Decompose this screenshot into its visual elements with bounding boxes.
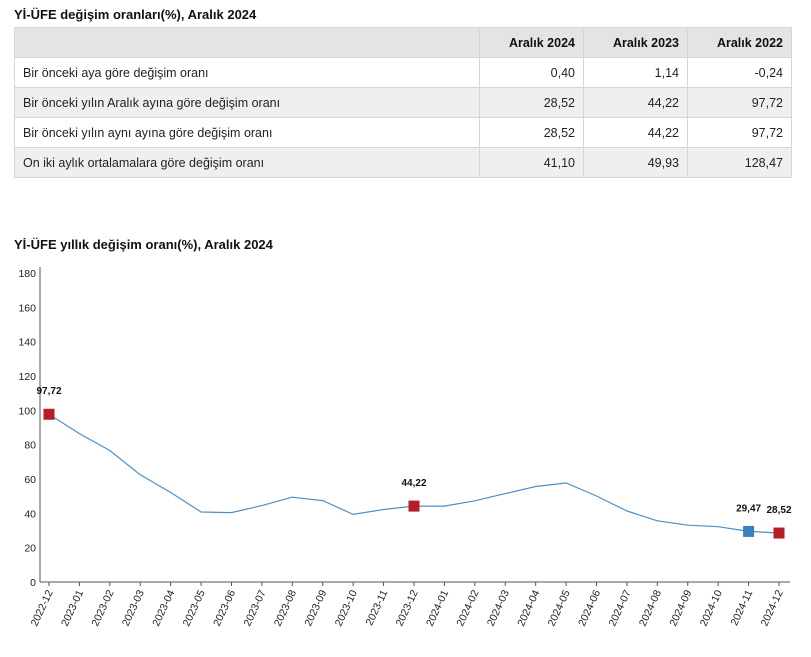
x-tick-label: 2022-12	[29, 588, 56, 628]
markers: 97,72 44,22 29,47 28,52	[36, 386, 792, 539]
table-row: On iki aylık ortalamalara göre değişim o…	[14, 147, 792, 178]
x-tick-label: 2023-04	[150, 588, 177, 628]
y-tick-label: 140	[18, 337, 36, 349]
x-tick-label: 2024-07	[606, 588, 633, 628]
row-label: Bir önceki yılın aynı ayına göre değişim…	[14, 117, 480, 148]
x-tick-label: 2024-01	[424, 588, 451, 628]
table-title: Yİ-ÜFE değişim oranları(%), Aralık 2024	[14, 7, 257, 22]
y-axis: 0 20 40 60 80 100 120 140 160 180	[18, 267, 41, 589]
x-tick-label: 2023-11	[363, 588, 390, 627]
cell-value: 1,14	[583, 57, 688, 88]
x-tick-label: 2023-06	[211, 588, 238, 628]
x-tick-label: 2024-04	[515, 588, 542, 628]
change-rates-table: Aralık 2024 Aralık 2023 Aralık 2022 Bir …	[14, 27, 792, 178]
y-tick-label: 60	[24, 474, 36, 486]
y-tick-label: 180	[18, 268, 36, 280]
cell-value: 41,10	[479, 147, 584, 178]
series	[48, 413, 780, 534]
cell-value: 49,93	[583, 147, 688, 178]
x-tick-label: 2023-08	[272, 588, 299, 628]
y-tick-label: 120	[18, 371, 36, 383]
cell-value: 28,52	[479, 87, 584, 118]
point-marker	[773, 527, 785, 539]
data-label: 97,72	[36, 386, 61, 397]
table-row: Bir önceki yılın aynı ayına göre değişim…	[14, 117, 792, 148]
x-tick-label: 2024-09	[667, 588, 694, 628]
y-tick-label: 0	[30, 577, 36, 589]
point-marker	[408, 500, 420, 512]
data-label: 28,52	[766, 505, 791, 516]
row-label: Bir önceki yılın Aralık ayına göre değiş…	[14, 87, 480, 118]
x-tick-label: 2023-05	[181, 588, 208, 628]
cell-value: 28,52	[479, 117, 584, 148]
x-tick-label: 2024-05	[546, 588, 573, 628]
x-tick-label: 2024-06	[576, 588, 603, 628]
x-tick-label: 2023-07	[241, 588, 268, 628]
x-tick-label: 2023-03	[120, 588, 147, 628]
y-tick-label: 40	[24, 508, 36, 520]
x-tick-label: 2024-10	[698, 588, 725, 628]
header-aralik-2022: Aralık 2022	[687, 27, 792, 58]
row-label: Bir önceki aya göre değişim oranı	[14, 57, 480, 88]
x-axis: 2022-12 2023-01 2023-02 2023-03 2023-04 2023-…	[29, 581, 790, 628]
data-label: 44,22	[401, 478, 426, 489]
x-tick-label: 2023-10	[333, 588, 360, 628]
y-tick-label: 20	[24, 543, 36, 555]
y-tick-label: 80	[24, 440, 36, 452]
table-row: Bir önceki yılın Aralık ayına göre değiş…	[14, 87, 792, 118]
x-tick-label: 2023-09	[302, 588, 329, 628]
chart-title: Yİ-ÜFE yıllık değişim oranı(%), Aralık 2…	[14, 237, 273, 252]
data-label: 29,47	[736, 503, 761, 514]
x-tick-label: 2023-02	[89, 588, 116, 628]
y-tick-label: 100	[18, 405, 36, 417]
cell-value: 128,47	[687, 147, 792, 178]
cell-value: 44,22	[583, 87, 688, 118]
x-tick-label: 2024-08	[637, 588, 664, 628]
point-marker	[43, 408, 55, 420]
cell-value: 44,22	[583, 117, 688, 148]
x-tick-label: 2024-12	[759, 588, 786, 628]
cell-value: 0,40	[479, 57, 584, 88]
cell-value: 97,72	[687, 87, 792, 118]
series-line	[48, 413, 780, 534]
cell-value: -0,24	[687, 57, 792, 88]
x-tick-label: 2023-12	[394, 588, 421, 628]
header-aralik-2024: Aralık 2024	[479, 27, 584, 58]
x-tick-label: 2023-01	[59, 588, 86, 628]
table-header-row: Aralık 2024 Aralık 2023 Aralık 2022	[14, 27, 792, 58]
cell-value: 97,72	[687, 117, 792, 148]
point-marker	[743, 525, 755, 537]
x-tick-label: 2024-03	[485, 588, 512, 628]
row-label: On iki aylık ortalamalara göre değişim o…	[14, 147, 480, 178]
header-label-col	[14, 27, 480, 58]
x-tick-label: 2024-11	[728, 588, 755, 627]
x-tick-label: 2024-02	[454, 588, 481, 628]
header-aralik-2023: Aralık 2023	[583, 27, 688, 58]
y-tick-label: 160	[18, 302, 36, 314]
table-row: Bir önceki aya göre değişim oranı 0,40 1…	[14, 57, 792, 88]
